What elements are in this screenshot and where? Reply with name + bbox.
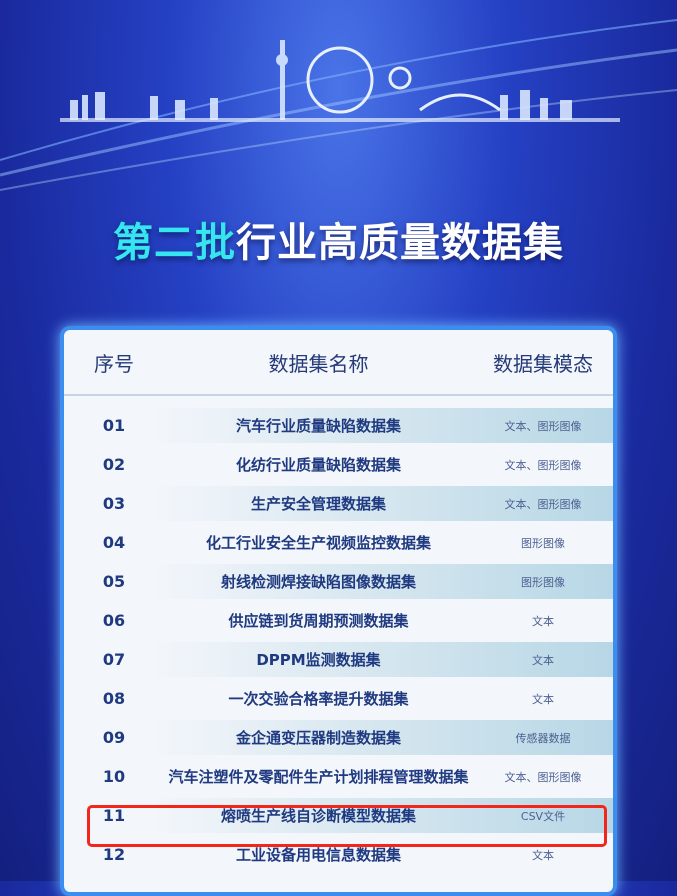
row-no: 01 [102, 416, 126, 435]
row-name: 汽车行业质量缺陷数据集 [235, 417, 401, 435]
table-row: 07 DPPM监测数据集 文本 [64, 640, 613, 679]
row-modality: 传感器数据 [515, 731, 571, 745]
row-name: 一次交验合格率提升数据集 [228, 690, 409, 708]
row-no: 04 [102, 533, 126, 552]
row-no: 08 [102, 689, 126, 708]
table-header: 序号 数据集名称 数据集模态 [64, 330, 613, 396]
page-title: 第二批行业高质量数据集 [0, 210, 677, 268]
row-modality: 文本、图形图像 [504, 497, 582, 511]
row-name: 汽车注塑件及零配件生产计划排程管理数据集 [168, 768, 469, 786]
row-no: 10 [102, 767, 126, 786]
table-row: 04 化工行业安全生产视频监控数据集 图形图像 [64, 523, 613, 562]
row-name: 供应链到货周期预测数据集 [228, 612, 409, 630]
row-name: 射线检测焊接缺陷图像数据集 [220, 573, 416, 591]
city-skyline-banner [0, 19, 677, 191]
row-modality: 文本 [532, 848, 554, 862]
row-modality: CSV文件 [520, 809, 566, 823]
highlight-box [87, 805, 607, 847]
row-no: 06 [102, 611, 126, 630]
row-name: 工业设备用电信息数据集 [235, 846, 401, 864]
row-name: 熔喷生产线自诊断模型数据集 [220, 807, 416, 825]
row-no: 11 [102, 806, 126, 825]
title-rest: 行业高质量数据集 [236, 220, 564, 266]
table-row: 11 熔喷生产线自诊断模型数据集 CSV文件 [64, 796, 613, 835]
row-no: 05 [102, 572, 126, 591]
row-no: 02 [102, 455, 126, 474]
row-name: 化工行业安全生产视频监控数据集 [205, 534, 431, 552]
row-modality: 文本、图形图像 [504, 419, 582, 433]
table-row: 12 工业设备用电信息数据集 文本 [64, 835, 613, 874]
header-no: 序号 [94, 351, 134, 376]
header-modality: 数据集模态 [493, 351, 593, 376]
row-name: DPPM监测数据集 [256, 651, 381, 669]
table-row: 01 汽车行业质量缺陷数据集 文本、图形图像 [64, 406, 613, 445]
row-modality: 文本、图形图像 [504, 458, 582, 472]
table-row: 08 一次交验合格率提升数据集 文本 [64, 679, 613, 718]
row-modality: 文本 [532, 614, 554, 628]
table-row: 02 化纺行业质量缺陷数据集 文本、图形图像 [64, 445, 613, 484]
row-name: 化纺行业质量缺陷数据集 [235, 456, 401, 474]
row-no: 03 [102, 494, 126, 513]
row-modality: 图形图像 [521, 575, 565, 589]
row-name: 金企通变压器制造数据集 [235, 729, 401, 747]
row-modality: 文本 [532, 653, 554, 667]
row-modality: 文本 [532, 692, 554, 706]
row-no: 09 [102, 728, 126, 747]
table-row: 05 射线检测焊接缺陷图像数据集 图形图像 [64, 562, 613, 601]
table-row: 06 供应链到货周期预测数据集 文本 [64, 601, 613, 640]
table-row: 10 汽车注塑件及零配件生产计划排程管理数据集 文本、图形图像 [64, 757, 613, 796]
row-modality: 文本、图形图像 [504, 770, 582, 784]
row-no: 07 [102, 650, 126, 669]
row-no: 12 [102, 845, 126, 864]
title-highlight: 第二批 [113, 220, 236, 266]
table-row: 03 生产安全管理数据集 文本、图形图像 [64, 484, 613, 523]
row-name: 生产安全管理数据集 [250, 495, 386, 513]
row-modality: 图形图像 [521, 536, 565, 550]
header-name: 数据集名称 [268, 351, 369, 376]
table-row: 09 金企通变压器制造数据集 传感器数据 [64, 718, 613, 757]
